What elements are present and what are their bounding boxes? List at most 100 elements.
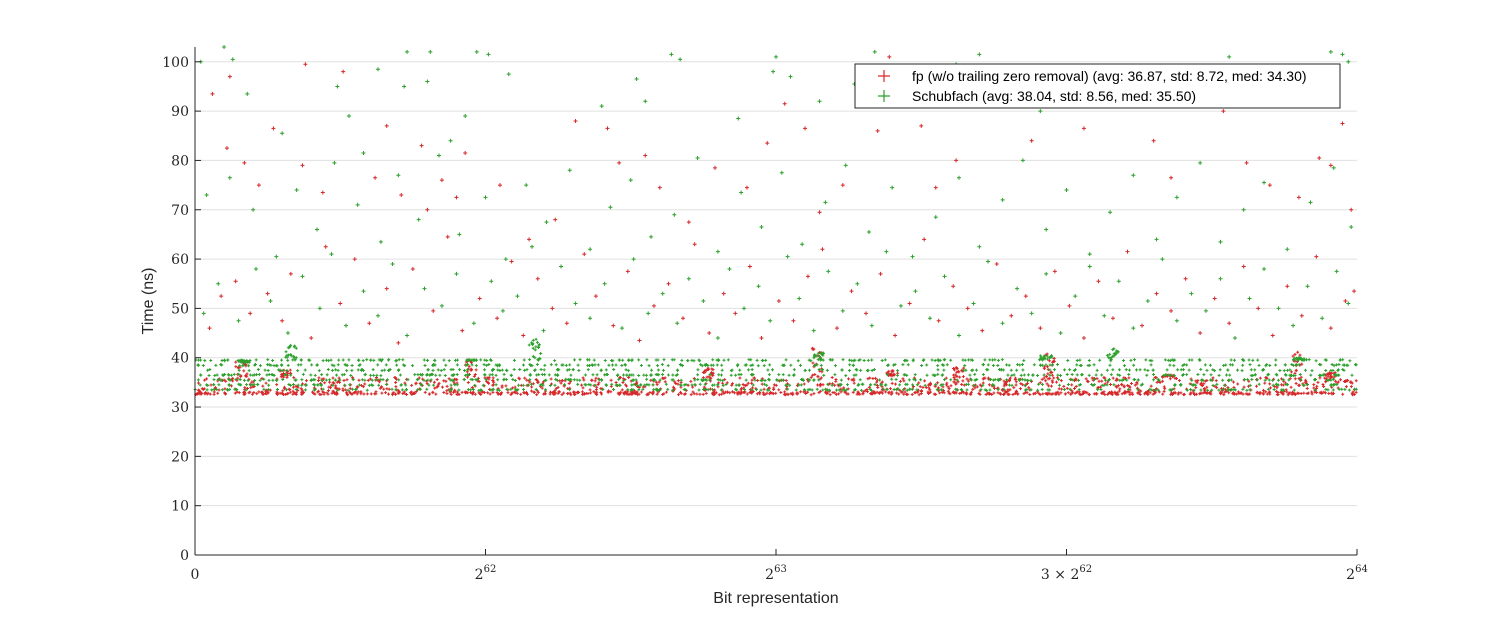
- band-point: [720, 392, 724, 396]
- data-point: [957, 333, 962, 338]
- band-point: [735, 388, 739, 392]
- band-point: [1041, 382, 1044, 386]
- band-point: [466, 381, 470, 385]
- band-point: [473, 392, 477, 396]
- band-point: [1163, 387, 1167, 391]
- band-point: [1084, 390, 1088, 394]
- spike-point: [538, 356, 542, 360]
- band-point: [378, 386, 382, 390]
- band-point: [585, 358, 589, 362]
- band-point: [1056, 363, 1060, 367]
- band-point: [1011, 393, 1015, 397]
- band-point: [1196, 372, 1200, 376]
- band-point: [1185, 373, 1189, 377]
- band-point: [573, 392, 577, 396]
- band-point: [302, 391, 306, 395]
- band-point: [972, 383, 976, 387]
- band-point: [833, 391, 837, 395]
- band-point: [479, 393, 483, 397]
- data-point: [884, 249, 889, 254]
- band-point: [375, 373, 379, 377]
- spike-point: [811, 348, 815, 352]
- spike-point: [816, 358, 820, 362]
- band-point: [1148, 391, 1152, 395]
- band-point: [220, 378, 224, 382]
- band-point: [1126, 384, 1130, 388]
- data-point: [695, 155, 700, 160]
- band-point: [453, 388, 457, 392]
- band-point: [952, 380, 956, 384]
- band-point: [709, 376, 713, 380]
- band-point: [651, 390, 655, 394]
- band-point: [1306, 382, 1310, 386]
- data-point: [1227, 321, 1232, 326]
- band-point: [943, 378, 947, 382]
- band-point: [361, 369, 365, 373]
- band-point: [474, 364, 478, 368]
- band-point: [1036, 374, 1040, 378]
- band-point: [523, 368, 527, 372]
- band-point: [426, 368, 430, 372]
- spike-point: [531, 343, 535, 347]
- data-point: [332, 160, 337, 165]
- band-point: [447, 377, 451, 381]
- band-point: [372, 373, 376, 377]
- data-point: [344, 323, 349, 328]
- band-point: [419, 387, 423, 391]
- band-point: [199, 358, 203, 362]
- band-point: [1068, 368, 1072, 372]
- band-point: [492, 380, 496, 384]
- band-point: [413, 392, 417, 396]
- band-point: [986, 363, 990, 367]
- band-point: [1219, 390, 1223, 394]
- band-point: [1271, 378, 1275, 382]
- band-point: [1313, 378, 1317, 382]
- band-point: [1253, 373, 1257, 377]
- spike-point: [891, 369, 895, 373]
- y-tick-label: 0: [180, 548, 189, 564]
- band-point: [1294, 363, 1298, 367]
- spike-point: [1042, 355, 1046, 359]
- band-point: [578, 358, 582, 362]
- band-point: [289, 383, 293, 387]
- band-point: [1114, 392, 1118, 396]
- band-point: [522, 358, 526, 362]
- band-point: [965, 377, 969, 381]
- band-point: [537, 373, 541, 377]
- band-point: [1087, 373, 1091, 377]
- band-point: [1297, 363, 1301, 367]
- band-point: [541, 380, 545, 384]
- data-point: [1218, 239, 1223, 244]
- band-point: [1293, 377, 1297, 381]
- band-point: [695, 392, 699, 396]
- band-point: [303, 388, 307, 392]
- band-point: [962, 383, 966, 387]
- data-point: [233, 279, 238, 284]
- band-point: [645, 383, 649, 387]
- band-point: [748, 390, 752, 394]
- band-point: [1192, 391, 1196, 395]
- band-point: [558, 379, 562, 383]
- band-point: [711, 387, 715, 391]
- band-point: [517, 376, 521, 380]
- spike-point: [821, 352, 825, 356]
- band-point: [552, 390, 556, 394]
- data-point: [768, 318, 773, 323]
- band-point: [610, 363, 614, 367]
- band-point: [511, 378, 515, 382]
- band-point: [346, 388, 350, 392]
- band-point: [1232, 380, 1236, 384]
- spike-point: [465, 375, 469, 379]
- band-point: [416, 377, 420, 381]
- band-point: [1106, 380, 1110, 384]
- band-point: [956, 380, 960, 384]
- band-point: [819, 382, 823, 386]
- band-point: [203, 359, 207, 363]
- band-point: [635, 390, 639, 394]
- data-point: [800, 242, 805, 247]
- band-point: [292, 391, 296, 395]
- band-point: [213, 374, 217, 378]
- band-point: [1139, 389, 1143, 393]
- band-point: [1120, 392, 1124, 396]
- band-point: [874, 376, 878, 380]
